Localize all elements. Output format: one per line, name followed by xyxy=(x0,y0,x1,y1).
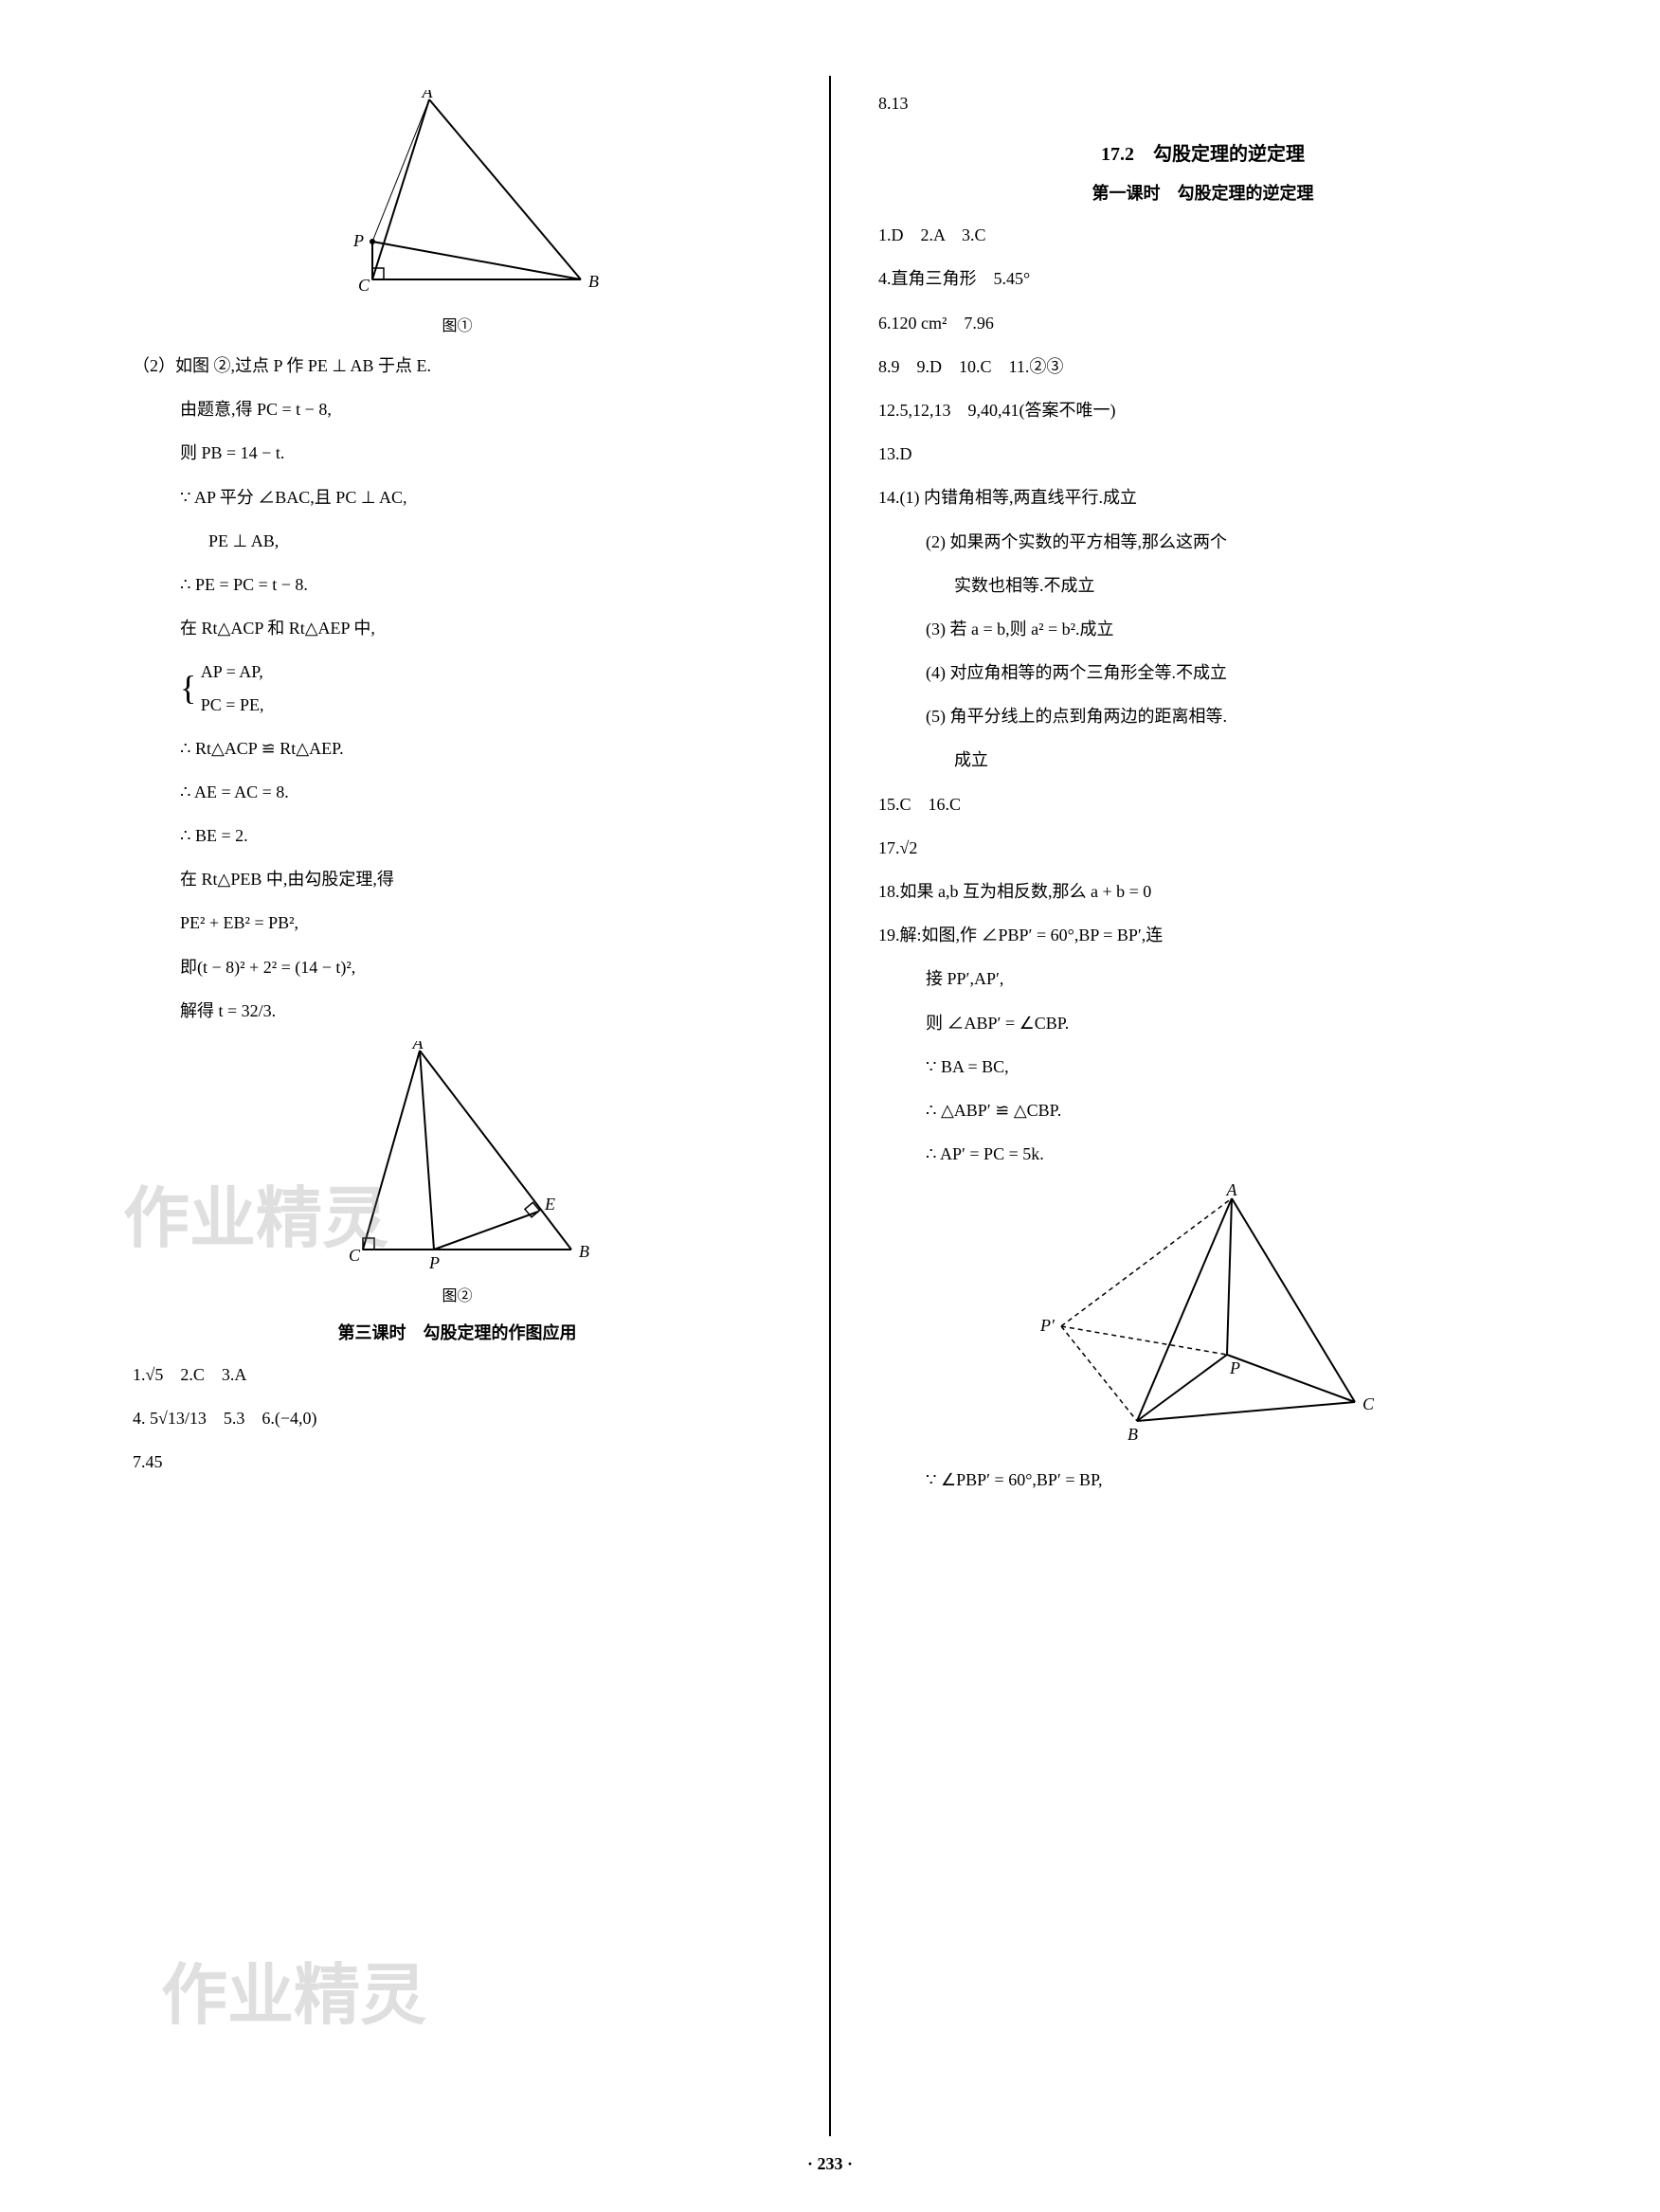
label-B: B xyxy=(579,1242,589,1261)
text-line: ∴ AE = AC = 8. xyxy=(133,776,782,808)
label-A: A xyxy=(1225,1184,1237,1199)
figure-2: A B C P E 图② xyxy=(133,1041,782,1305)
lesson-1-title: 第一课时 勾股定理的逆定理 xyxy=(878,180,1527,205)
lesson-3-title: 第三课时 勾股定理的作图应用 xyxy=(133,1320,782,1344)
label-A: A xyxy=(421,90,433,101)
answer-line: (3) 若 a = b,则 a² = b².成立 xyxy=(878,613,1527,645)
label-C: C xyxy=(1362,1394,1375,1413)
answer-line: 19.解:如图,作 ∠PBP′ = 60°,BP = BP′,连 xyxy=(878,919,1527,951)
eq-line: AP = AP, xyxy=(201,656,264,688)
answer-line: (5) 角平分线上的点到角两边的距离相等. xyxy=(878,700,1527,732)
answer-line: ∴ △ABP′ ≌ △CBP. xyxy=(878,1094,1527,1126)
answer-line: 则 ∠ABP′ = ∠CBP. xyxy=(878,1007,1527,1039)
answer-line: ∵ ∠PBP′ = 60°,BP′ = BP, xyxy=(878,1464,1527,1496)
answer-line: 12.5,12,13 9,40,41(答案不唯一) xyxy=(878,394,1527,426)
answer-line: (4) 对应角相等的两个三角形全等.不成立 xyxy=(878,656,1527,689)
label-C: C xyxy=(349,1246,361,1265)
page-container: A B C P 图① （2）如图 ②,过点 P 作 PE ⊥ AB 于点 E. … xyxy=(114,76,1546,2136)
triangle-diagram-2: A B C P E xyxy=(306,1041,609,1278)
answer-line: 接 PP′,AP′, xyxy=(878,962,1527,995)
label-C: C xyxy=(358,276,370,295)
column-divider xyxy=(829,76,831,2136)
label-Pprime: P′ xyxy=(1039,1316,1056,1335)
label-P: P xyxy=(428,1253,440,1272)
text-line: ∴ PE = PC = t − 8. xyxy=(133,568,782,601)
text-line: 在 Rt△ACP 和 Rt△AEP 中, xyxy=(133,612,782,644)
page-number: · 233 · xyxy=(807,2154,853,2174)
text-line: ∴ Rt△ACP ≌ Rt△AEP. xyxy=(133,732,782,764)
left-column: A B C P 图① （2）如图 ②,过点 P 作 PE ⊥ AB 于点 E. … xyxy=(114,76,801,2136)
text-line: 在 Rt△PEB 中,由勾股定理,得 xyxy=(133,863,782,895)
label-A: A xyxy=(411,1041,424,1052)
figure-2-caption: 图② xyxy=(133,1283,782,1305)
answer-line: ∴ AP′ = PC = 5k. xyxy=(878,1138,1527,1170)
label-E: E xyxy=(544,1195,555,1214)
text-line: 由题意,得 PC = t − 8, xyxy=(133,393,782,425)
figure-1-caption: 图① xyxy=(133,313,782,335)
answer-line: 13.D xyxy=(878,438,1527,470)
answer-line: 4. 5√13/13 5.3 6.(−4,0) xyxy=(133,1402,782,1434)
right-column: 8.13 17.2 勾股定理的逆定理 第一课时 勾股定理的逆定理 1.D 2.A… xyxy=(859,76,1546,2136)
answer-line: 15.C 16.C xyxy=(878,788,1527,820)
answer-line: 17.√2 xyxy=(878,832,1527,864)
label-P: P xyxy=(1229,1358,1240,1377)
label-B: B xyxy=(1128,1425,1138,1444)
answer-line: 8.13 xyxy=(878,87,1527,119)
tetrahedron-diagram: A B C P P′ xyxy=(1014,1184,1393,1449)
text-line: ∵ AP 平分 ∠BAC,且 PC ⊥ AC, xyxy=(133,481,782,513)
answer-line: 18.如果 a,b 互为相反数,那么 a + b = 0 xyxy=(878,875,1527,908)
section-17-2-title: 17.2 勾股定理的逆定理 xyxy=(878,138,1527,166)
text-line: ∴ BE = 2. xyxy=(133,819,782,852)
eq-line: PC = PE, xyxy=(201,689,264,721)
answer-line: 8.9 9.D 10.C 11.②③ xyxy=(878,351,1527,383)
label-B: B xyxy=(588,272,599,291)
answer-line: 14.(1) 内错角相等,两直线平行.成立 xyxy=(878,481,1527,513)
answer-line: 7.45 xyxy=(133,1446,782,1478)
figure-3: A B C P P′ xyxy=(878,1184,1527,1449)
text-line: PE² + EB² = PB², xyxy=(133,907,782,939)
answer-line: 1.D 2.A 3.C xyxy=(878,219,1527,251)
text-line: 即(t − 8)² + 2² = (14 − t)², xyxy=(133,951,782,983)
equation-system: { AP = AP, PC = PE, xyxy=(133,656,782,720)
answer-line: 6.120 cm² 7.96 xyxy=(878,307,1527,339)
text-line: 则 PB = 14 − t. xyxy=(133,437,782,469)
answer-line: 4.直角三角形 5.45° xyxy=(878,262,1527,295)
answer-line: ∵ BA = BC, xyxy=(878,1051,1527,1083)
text-line: PE ⊥ AB, xyxy=(133,525,782,557)
answer-line: 1.√5 2.C 3.A xyxy=(133,1358,782,1391)
answer-line: 成立 xyxy=(878,744,1527,776)
label-P: P xyxy=(352,231,364,250)
left-brace-icon: { xyxy=(180,678,196,699)
triangle-diagram-1: A B C P xyxy=(306,90,609,308)
text-line: （2）如图 ②,过点 P 作 PE ⊥ AB 于点 E. xyxy=(133,350,782,382)
answer-line: 实数也相等.不成立 xyxy=(878,569,1527,602)
answer-line: (2) 如果两个实数的平方相等,那么这两个 xyxy=(878,526,1527,558)
figure-1: A B C P 图① xyxy=(133,90,782,335)
text-line: 解得 t = 32/3. xyxy=(133,995,782,1027)
